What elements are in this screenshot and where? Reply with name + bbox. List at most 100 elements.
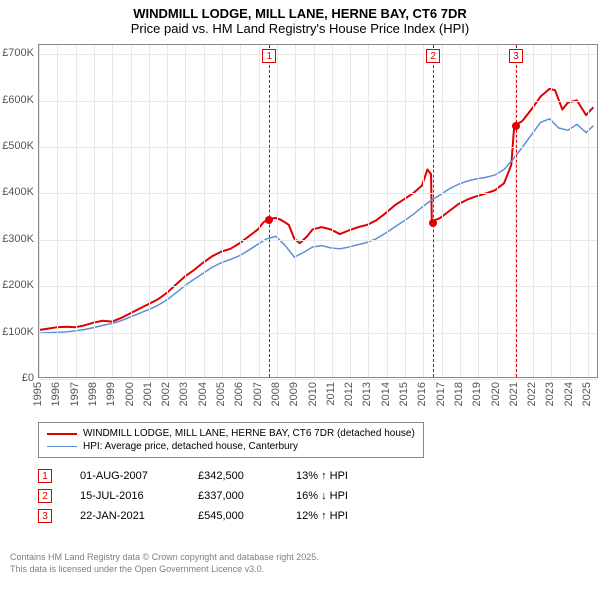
grid-line-h xyxy=(39,379,597,380)
legend-swatch xyxy=(47,433,77,435)
event-dot xyxy=(512,122,520,130)
grid-line-h xyxy=(39,286,597,287)
x-tick-label: 2009 xyxy=(288,382,300,406)
legend-row: HPI: Average price, detached house, Cant… xyxy=(47,440,415,453)
legend-label: HPI: Average price, detached house, Cant… xyxy=(83,441,298,452)
x-tick-label: 2017 xyxy=(435,382,447,406)
x-tick-label: 2006 xyxy=(233,382,245,406)
grid-line-h xyxy=(39,333,597,334)
event-line xyxy=(433,45,434,377)
x-tick-label: 2025 xyxy=(581,382,593,406)
grid-line-v xyxy=(222,45,223,377)
event-table-marker: 1 xyxy=(38,469,52,483)
grid-line-v xyxy=(240,45,241,377)
event-marker: 2 xyxy=(426,49,440,63)
x-tick-label: 2015 xyxy=(398,382,410,406)
x-tick-label: 2024 xyxy=(563,382,575,406)
chart-container: WINDMILL LODGE, MILL LANE, HERNE BAY, CT… xyxy=(0,0,600,590)
events-table-row: 101-AUG-2007£342,50013% ↑ HPI xyxy=(38,466,376,486)
grid-line-v xyxy=(204,45,205,377)
events-table: 101-AUG-2007£342,50013% ↑ HPI215-JUL-201… xyxy=(38,466,376,526)
x-tick-label: 2013 xyxy=(361,382,373,406)
grid-line-v xyxy=(57,45,58,377)
x-tick-label: 2001 xyxy=(142,382,154,406)
legend-label: WINDMILL LODGE, MILL LANE, HERNE BAY, CT… xyxy=(83,428,415,439)
x-tick-label: 2010 xyxy=(307,382,319,406)
grid-line-v xyxy=(167,45,168,377)
legend-row: WINDMILL LODGE, MILL LANE, HERNE BAY, CT… xyxy=(47,427,415,440)
grid-line-v xyxy=(551,45,552,377)
event-price: £545,000 xyxy=(198,510,268,522)
title-line2: Price paid vs. HM Land Registry's House … xyxy=(0,21,600,36)
grid-line-v xyxy=(405,45,406,377)
x-tick-label: 2008 xyxy=(270,382,282,406)
x-tick-label: 1996 xyxy=(50,382,62,406)
grid-line-v xyxy=(131,45,132,377)
x-tick-label: 2003 xyxy=(178,382,190,406)
x-tick-label: 2007 xyxy=(252,382,264,406)
grid-line-v xyxy=(149,45,150,377)
grid-line-v xyxy=(478,45,479,377)
grid-line-v xyxy=(39,45,40,377)
event-line xyxy=(516,45,517,377)
y-tick-label: £300K xyxy=(0,233,34,245)
event-price: £337,000 xyxy=(198,490,268,502)
x-tick-label: 2005 xyxy=(215,382,227,406)
event-table-marker: 2 xyxy=(38,489,52,503)
grid-line-v xyxy=(387,45,388,377)
x-tick-label: 2021 xyxy=(508,382,520,406)
footer-text: Contains HM Land Registry data © Crown c… xyxy=(10,552,319,575)
grid-line-v xyxy=(185,45,186,377)
chart-lines-svg xyxy=(39,45,597,377)
grid-line-v xyxy=(94,45,95,377)
x-tick-label: 2016 xyxy=(416,382,428,406)
x-tick-label: 2018 xyxy=(453,382,465,406)
y-tick-label: £600K xyxy=(0,94,34,106)
x-tick-label: 2000 xyxy=(124,382,136,406)
x-tick-label: 2023 xyxy=(544,382,556,406)
x-tick-label: 2004 xyxy=(197,382,209,406)
x-tick-label: 1997 xyxy=(69,382,81,406)
y-tick-label: £400K xyxy=(0,186,34,198)
event-date: 22-JAN-2021 xyxy=(80,510,170,522)
grid-line-v xyxy=(588,45,589,377)
x-tick-label: 1998 xyxy=(87,382,99,406)
grid-line-h xyxy=(39,147,597,148)
x-tick-label: 2011 xyxy=(325,382,337,406)
grid-line-v xyxy=(368,45,369,377)
grid-line-v xyxy=(76,45,77,377)
y-tick-label: £0 xyxy=(0,372,34,384)
grid-line-h xyxy=(39,193,597,194)
grid-line-v xyxy=(350,45,351,377)
legend-box: WINDMILL LODGE, MILL LANE, HERNE BAY, CT… xyxy=(38,422,424,458)
event-date: 01-AUG-2007 xyxy=(80,470,170,482)
events-table-row: 3 22-JAN-2021 £545,000 12% ↑ HPI xyxy=(38,506,376,526)
x-tick-label: 1995 xyxy=(32,382,44,406)
event-dot xyxy=(429,219,437,227)
event-diff: 16% ↓ HPI xyxy=(296,490,376,502)
x-tick-label: 2019 xyxy=(471,382,483,406)
event-line xyxy=(269,45,270,377)
event-date: 15-JUL-2016 xyxy=(80,490,170,502)
x-tick-label: 2012 xyxy=(343,382,355,406)
event-marker: 3 xyxy=(509,49,523,63)
event-table-marker: 3 xyxy=(38,509,52,523)
event-dot xyxy=(265,216,273,224)
y-tick-label: £500K xyxy=(0,140,34,152)
grid-line-v xyxy=(332,45,333,377)
y-tick-label: £700K xyxy=(0,47,34,59)
events-table-row: 2 15-JUL-2016 £337,000 16% ↓ HPI xyxy=(38,486,376,506)
event-marker: 1 xyxy=(262,49,276,63)
footer-line2: This data is licensed under the Open Gov… xyxy=(10,564,319,576)
event-diff: 13% ↑ HPI xyxy=(296,470,376,482)
grid-line-v xyxy=(460,45,461,377)
grid-line-v xyxy=(442,45,443,377)
grid-line-v xyxy=(259,45,260,377)
grid-line-v xyxy=(533,45,534,377)
series-line-hpi xyxy=(39,119,593,333)
event-diff: 12% ↑ HPI xyxy=(296,510,376,522)
grid-line-v xyxy=(570,45,571,377)
footer-line1: Contains HM Land Registry data © Crown c… xyxy=(10,552,319,564)
title-line1: WINDMILL LODGE, MILL LANE, HERNE BAY, CT… xyxy=(0,6,600,21)
grid-line-v xyxy=(277,45,278,377)
